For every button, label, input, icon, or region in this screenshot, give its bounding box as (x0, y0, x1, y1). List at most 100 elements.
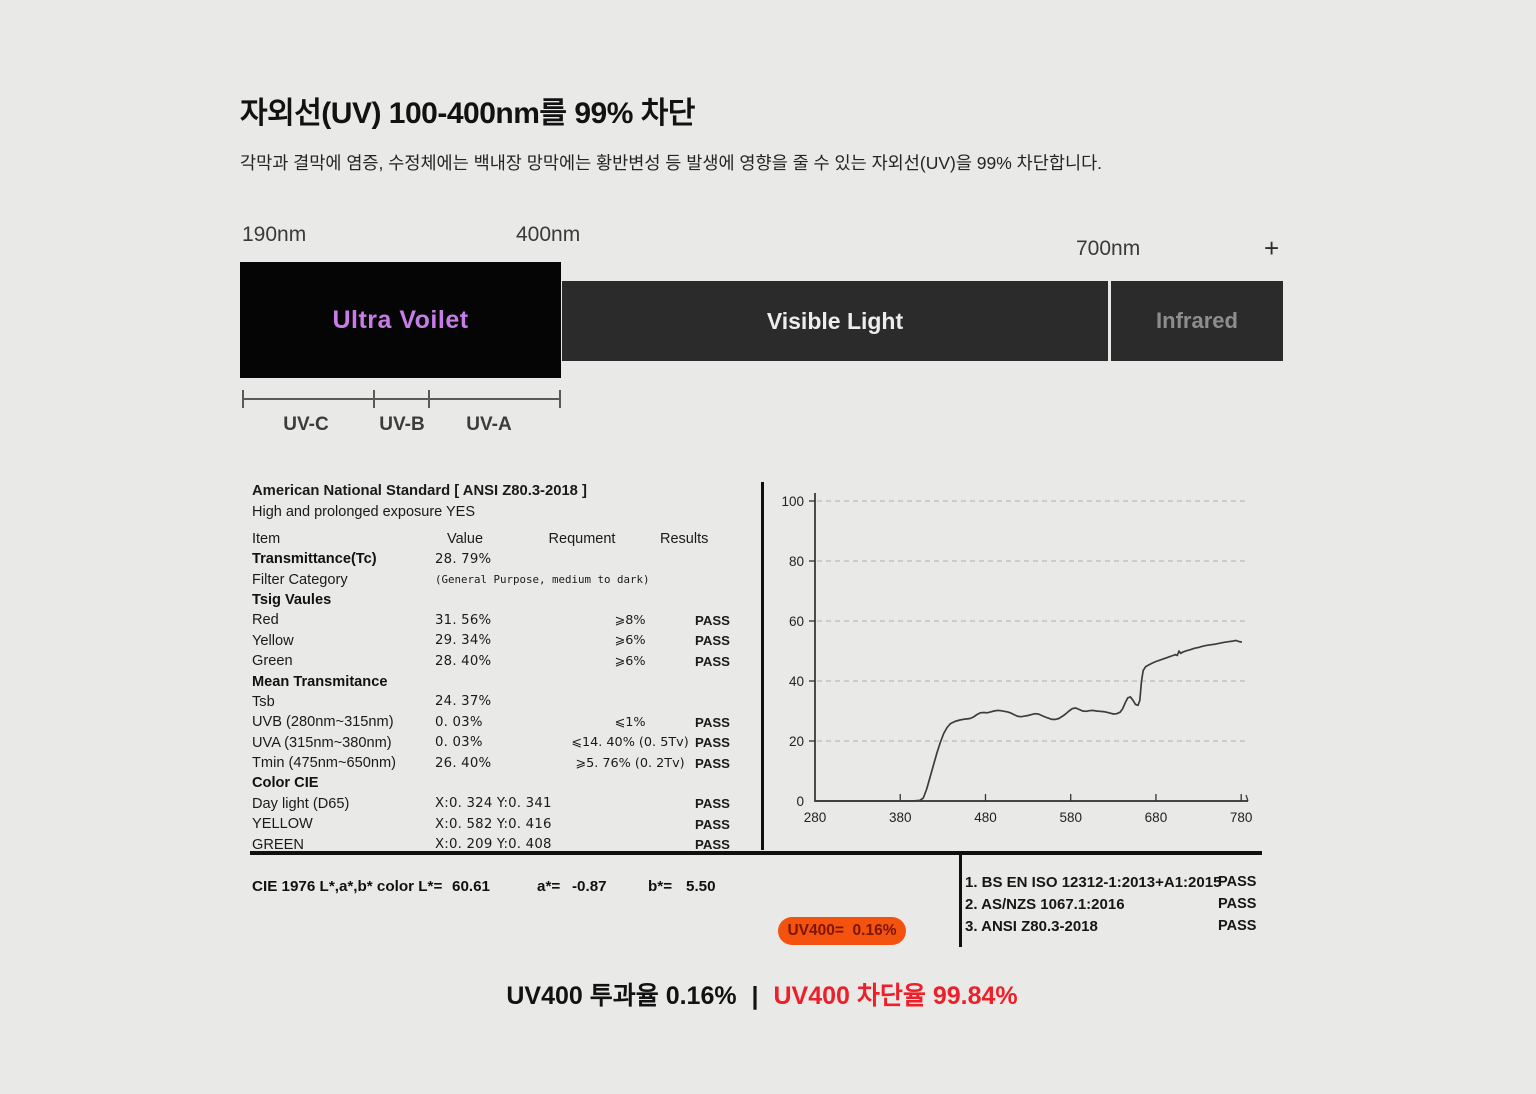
table-row: UVB (280nm~315nm) 0. 03% ⩽1% PASS (252, 712, 732, 732)
band-ultraviolet: Ultra Voilet (240, 262, 561, 378)
cell-item: Mean Transmitance (252, 673, 388, 690)
cell-item: Tsig Vaules (252, 591, 332, 608)
standard-name: 2. AS/NZS 1067.1:2016 (965, 895, 1125, 913)
ruler-tick (428, 390, 430, 408)
cie-a-label: a*= (537, 878, 561, 895)
y-tick-label: 20 (789, 734, 804, 749)
cell-item: Tsb (252, 693, 275, 710)
cell-value: 31. 56% (435, 612, 492, 628)
cell-value: 28. 40% (435, 653, 492, 669)
uv400-badge: UV400= 0.16% (778, 917, 906, 945)
table-row: YELLOW X:0. 582 Y:0. 416 PASS (252, 814, 732, 834)
table-row: Red 31. 56% ⩾8% PASS (252, 610, 732, 630)
table-body: Transmittance(Tc) 28. 79% Filter Category (… (252, 549, 732, 855)
cell-item: Transmittance(Tc) (252, 551, 377, 568)
page-subtitle: 각막과 결막에 염증, 수정체에는 백내장 망막에는 황반변성 등 발생에 영향… (240, 153, 1103, 173)
report-rule (250, 851, 1262, 855)
y-tick-label: 0 (796, 794, 804, 809)
header-value: Value (447, 531, 484, 547)
cell-value: 0. 03% (435, 714, 483, 730)
x-tick-label: 280 (804, 810, 827, 825)
plus-icon: + (1264, 233, 1280, 263)
table-header-row: Item Value Requment Results (252, 531, 732, 551)
report-standard-title: American National Standard [ ANSI Z80.3-… (252, 483, 587, 499)
x-end-tick (1245, 794, 1249, 802)
cell-requirement: ⩽1% (614, 714, 646, 730)
ruler-tick (242, 390, 244, 408)
band-ultraviolet-label: Ultra Voilet (332, 305, 469, 334)
table-row: Tmin (475nm~650nm) 26. 40% ⩾5. 76% (0. 2Tv… (252, 753, 732, 773)
standard-name: 1. BS EN ISO 12312-1:2013+A1:2015 (965, 873, 1222, 891)
x-tick-label: 680 (1145, 810, 1168, 825)
table-row: Color CIE (252, 773, 732, 793)
page-title: 자외선(UV) 100-400nm를 99% 차단 (240, 97, 695, 130)
table-row: UVA (315nm~380nm) 0. 03% ⩽14. 40% (0. 5Tv)… (252, 733, 732, 753)
x-tick-label: 580 (1059, 810, 1082, 825)
standard-row: 1. BS EN ISO 12312-1:2013+A1:2015 PASS (965, 871, 1265, 893)
table-row: Tsig Vaules (252, 590, 732, 610)
cie-b-label: b*= (648, 878, 673, 895)
cie-label: CIE 1976 L*,a*,b* color L*= (252, 878, 443, 895)
cell-result: PASS (695, 796, 730, 812)
table-row: Filter Category (General Purpose, medium … (252, 569, 732, 589)
cell-result: PASS (695, 714, 730, 730)
standards-list: 1. BS EN ISO 12312-1:2013+A1:2015 PASS 2. … (965, 871, 1265, 937)
standard-result: PASS (1218, 918, 1257, 934)
ruler-tick (373, 390, 375, 408)
cell-result: PASS (695, 837, 730, 853)
cell-value: 24. 37% (435, 694, 492, 710)
cell-result: PASS (695, 653, 730, 669)
report-exposure-line: High and prolonged exposure YES (252, 504, 476, 520)
cell-requirement: ⩾6% (614, 633, 646, 649)
subband-uvc: UV-C (283, 414, 329, 435)
standards-divider (959, 855, 962, 947)
cell-item: Color CIE (252, 775, 319, 792)
cell-value: X:0. 324 Y:0. 341 (435, 796, 552, 812)
table-chart-divider (761, 482, 764, 850)
cie-l-value: 60.61 (452, 878, 491, 895)
label-400nm: 400nm (516, 223, 581, 246)
cell-item: UVA (315nm~380nm) (252, 734, 392, 751)
cell-value: 28. 79% (435, 551, 492, 567)
cell-value: X:0. 582 Y:0. 416 (435, 816, 552, 832)
subband-uva: UV-A (466, 414, 512, 435)
y-tick-label: 80 (789, 554, 804, 569)
band-visible-light: Visible Light (562, 281, 1108, 361)
standard-name: 3. ANSI Z80.3-2018 (965, 917, 1098, 935)
y-tick-label: 60 (789, 614, 804, 629)
cell-item: GREEN (252, 836, 304, 853)
cell-result: PASS (695, 755, 730, 771)
label-190nm: 190nm (242, 223, 307, 246)
table-row: Day light (D65) X:0. 324 Y:0. 341 PASS (252, 794, 732, 814)
cell-result: PASS (695, 612, 730, 628)
table-row: Green 28. 40% ⩾6% PASS (252, 651, 732, 671)
subband-uvb: UV-B (379, 414, 425, 435)
cell-requirement: ⩽14. 40% (0. 5Tv) (571, 735, 689, 751)
transmittance-line (814, 639, 1243, 802)
cell-item: Green (252, 653, 293, 670)
cell-value: (General Purpose, medium to dark) (435, 573, 650, 587)
cie-a-value: -0.87 (572, 878, 607, 895)
uv400-badge-text: UV400= 0.16% (787, 922, 897, 939)
y-tick-label: 100 (781, 494, 804, 509)
standard-row: 2. AS/NZS 1067.1:2016 PASS (965, 893, 1265, 915)
cell-result: PASS (695, 816, 730, 832)
header-item: Item (252, 531, 281, 547)
transmittance-chart: 0 20 40 60 80 100 280 380 480 580 680 780 (781, 493, 1252, 825)
cell-item: Tmin (475nm~650nm) (252, 755, 396, 772)
cell-item: UVB (280nm~315nm) (252, 714, 394, 731)
table-row: Tsb 24. 37% (252, 692, 732, 712)
band-infrared: Infrared (1111, 281, 1283, 361)
axes (814, 493, 1248, 802)
cell-requirement: ⩾5. 76% (0. 2Tv) (575, 755, 685, 771)
uv-subband-ruler (242, 398, 561, 400)
table-row: Mean Transmitance (252, 671, 732, 691)
label-700nm: 700nm (1076, 237, 1141, 260)
cell-item: Day light (D65) (252, 795, 350, 812)
cell-value: 0. 03% (435, 735, 483, 751)
y-tick-label: 40 (789, 674, 804, 689)
cell-item: Red (252, 612, 279, 629)
band-infrared-label: Infrared (1156, 308, 1238, 333)
cell-item: Yellow (252, 632, 294, 649)
cell-item: YELLOW (252, 816, 313, 833)
